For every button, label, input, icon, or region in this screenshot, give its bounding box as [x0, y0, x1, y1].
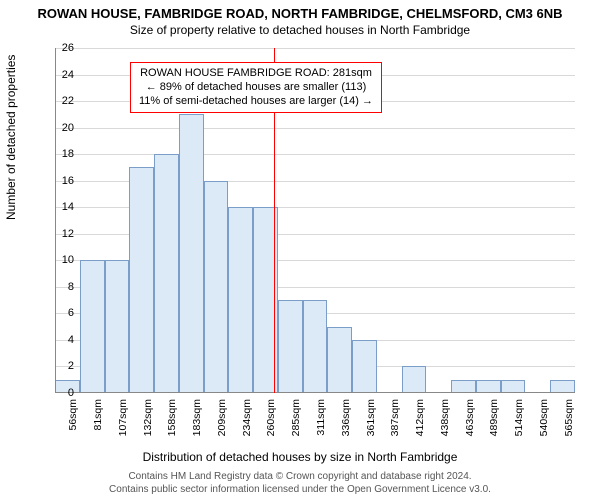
histogram-bar: [179, 114, 204, 393]
x-tick-label: 565sqm: [563, 399, 575, 441]
y-tick-label: 6: [50, 307, 74, 319]
x-tick-label: 107sqm: [117, 399, 129, 441]
callout-line: ROWAN HOUSE FAMBRIDGE ROAD: 281sqm: [139, 67, 373, 81]
y-axis-label: Number of detached properties: [4, 55, 18, 220]
y-tick-label: 10: [50, 254, 74, 266]
footer-line-2: Contains public sector information licen…: [0, 484, 600, 497]
x-tick-label: 209sqm: [216, 399, 228, 441]
y-tick-label: 2: [50, 360, 74, 372]
x-tick-label: 311sqm: [315, 399, 327, 441]
x-tick-label: 56sqm: [67, 399, 79, 441]
x-tick-label: 234sqm: [241, 399, 253, 441]
histogram-bar: [303, 300, 328, 393]
gridline: [55, 48, 575, 49]
callout-line: ← 89% of detached houses are smaller (11…: [139, 81, 373, 95]
x-tick-label: 260sqm: [265, 399, 277, 441]
histogram-bar: [129, 167, 154, 393]
x-tick-label: 387sqm: [389, 399, 401, 441]
histogram-bar: [278, 300, 303, 393]
gridline: [55, 128, 575, 129]
y-tick-label: 0: [50, 387, 74, 399]
y-tick-label: 8: [50, 281, 74, 293]
x-tick-label: 489sqm: [488, 399, 500, 441]
footer-line-1: Contains HM Land Registry data © Crown c…: [0, 471, 600, 484]
callout-box: ROWAN HOUSE FAMBRIDGE ROAD: 281sqm← 89% …: [130, 62, 382, 113]
histogram-bar: [154, 154, 179, 393]
x-tick-label: 412sqm: [414, 399, 426, 441]
x-tick-label: 81sqm: [92, 399, 104, 441]
y-tick-label: 18: [50, 148, 74, 160]
histogram-bar: [80, 260, 105, 393]
x-tick-label: 183sqm: [191, 399, 203, 441]
x-tick-label: 336sqm: [340, 399, 352, 441]
x-tick-label: 361sqm: [365, 399, 377, 441]
histogram-bar: [228, 207, 253, 393]
x-tick-label: 158sqm: [166, 399, 178, 441]
histogram-bar: [204, 181, 229, 393]
y-tick-label: 16: [50, 175, 74, 187]
histogram-bar: [451, 380, 476, 393]
histogram-bar: [476, 380, 501, 393]
gridline: [55, 154, 575, 155]
histogram-bar: [402, 366, 427, 393]
histogram-bar: [105, 260, 130, 393]
callout-line: 11% of semi-detached houses are larger (…: [139, 95, 373, 109]
histogram-bar: [550, 380, 575, 393]
y-tick-label: 12: [50, 228, 74, 240]
y-tick-label: 20: [50, 122, 74, 134]
histogram-bar: [501, 380, 526, 393]
page-title: ROWAN HOUSE, FAMBRIDGE ROAD, NORTH FAMBR…: [0, 0, 600, 21]
y-tick-label: 22: [50, 95, 74, 107]
x-axis-label: Distribution of detached houses by size …: [0, 450, 600, 464]
x-tick-label: 132sqm: [142, 399, 154, 441]
x-tick-label: 285sqm: [290, 399, 302, 441]
y-tick-label: 4: [50, 334, 74, 346]
x-tick-label: 514sqm: [513, 399, 525, 441]
y-tick-label: 26: [50, 42, 74, 54]
histogram-bar: [352, 340, 377, 393]
page-subtitle: Size of property relative to detached ho…: [0, 21, 600, 37]
footer-attribution: Contains HM Land Registry data © Crown c…: [0, 471, 600, 496]
histogram-bar: [327, 327, 352, 393]
x-tick-label: 540sqm: [538, 399, 550, 441]
y-tick-label: 14: [50, 201, 74, 213]
x-tick-label: 463sqm: [464, 399, 476, 441]
x-tick-label: 438sqm: [439, 399, 451, 441]
y-tick-label: 24: [50, 69, 74, 81]
